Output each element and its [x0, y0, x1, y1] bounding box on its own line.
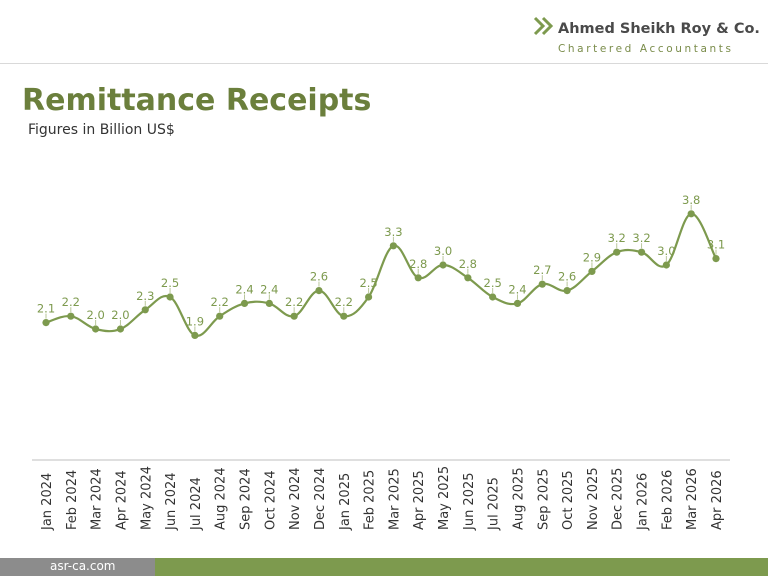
x-tick-label: Aug 2024: [214, 467, 229, 530]
chart-title: Remittance Receipts: [22, 83, 372, 118]
data-label: 2.5: [161, 276, 179, 290]
data-label: 2.6: [558, 270, 576, 284]
data-label: 3.8: [682, 193, 700, 207]
data-point: [67, 312, 75, 320]
data-point: [315, 287, 323, 295]
data-point: [613, 248, 621, 256]
double-chevron-icon: [533, 16, 554, 36]
x-tick-label: Dec 2025: [611, 468, 626, 530]
x-tick-label: Dec 2024: [313, 468, 328, 530]
data-label: 2.0: [86, 308, 104, 322]
data-point: [166, 293, 174, 301]
footer-bar-right: [155, 558, 768, 576]
data-point: [712, 255, 720, 263]
data-label: 2.2: [285, 295, 303, 309]
x-tick-label: Nov 2024: [288, 467, 303, 530]
data-label: 2.5: [359, 276, 377, 290]
x-tick-label: Aug 2025: [511, 467, 526, 530]
data-point: [191, 331, 199, 339]
data-label: 3.0: [657, 244, 675, 258]
x-tick-label: Apr 2024: [114, 470, 129, 530]
x-tick-label: Jan 2025: [338, 473, 353, 531]
data-label: 2.5: [484, 276, 502, 290]
data-label: 2.7: [533, 263, 551, 277]
x-tick-label: Feb 2026: [660, 470, 675, 530]
header-divider: [0, 63, 768, 64]
x-tick-label: Mar 2024: [90, 468, 105, 530]
chart-subtitle: Figures in Billion US$: [28, 122, 175, 138]
data-point: [662, 261, 670, 269]
data-point: [240, 299, 249, 307]
data-point: [92, 325, 100, 333]
data-point: [414, 274, 422, 282]
x-tick-label: Nov 2025: [586, 467, 601, 530]
data-label: 2.9: [583, 250, 601, 264]
data-label: 2.0: [111, 308, 129, 322]
x-tick-label: Oct 2025: [561, 470, 576, 530]
data-label: 2.8: [459, 257, 477, 271]
data-label: 2.2: [62, 295, 80, 309]
data-point: [489, 293, 497, 301]
data-point: [216, 312, 224, 320]
data-point: [538, 280, 546, 288]
data-point: [340, 312, 348, 320]
data-point: [563, 287, 571, 295]
data-label: 2.2: [335, 295, 353, 309]
x-tick-label: Feb 2024: [65, 470, 80, 530]
x-tick-label: Apr 2026: [710, 470, 725, 530]
x-tick-label: Jan 2024: [40, 473, 55, 531]
data-point: [588, 267, 596, 275]
x-tick-label: Jun 2025: [462, 472, 477, 531]
data-point: [389, 242, 398, 250]
footer-bar-left: [0, 558, 155, 576]
data-label: 1.9: [186, 314, 204, 328]
data-label: 2.8: [409, 257, 427, 271]
data-point: [290, 312, 298, 320]
x-tick-label: May 2025: [437, 466, 452, 530]
data-point: [687, 210, 695, 218]
data-label: 2.1: [37, 302, 55, 316]
x-tick-label: Oct 2024: [263, 470, 278, 530]
data-point: [141, 306, 149, 314]
x-tick-label: Jun 2024: [164, 472, 179, 531]
header: Ahmed Sheikh Roy & Co. Chartered Account…: [0, 0, 768, 64]
data-label: 3.2: [608, 231, 626, 245]
series-line: [45, 212, 717, 337]
data-label: 3.3: [384, 225, 402, 239]
x-tick-label: Feb 2025: [363, 470, 378, 530]
x-tick-label: Sep 2024: [239, 468, 254, 530]
data-point: [116, 325, 125, 333]
brand-tagline: Chartered Accountants: [558, 43, 734, 55]
data-label: 2.4: [508, 282, 526, 296]
data-point: [637, 248, 646, 256]
x-tick-label: Mar 2025: [387, 468, 402, 530]
x-tick-label: Apr 2025: [412, 470, 427, 530]
x-tick-label: Jul 2025: [487, 477, 502, 531]
data-point: [265, 299, 273, 307]
data-label: 2.4: [260, 282, 278, 296]
x-tick-label: Mar 2026: [685, 468, 700, 530]
x-tick-label: Jul 2024: [189, 477, 204, 531]
data-label: 2.4: [235, 282, 253, 296]
data-label: 2.6: [310, 270, 328, 284]
data-point: [364, 293, 373, 301]
x-tick-label: May 2024: [139, 466, 154, 530]
brand-name: Ahmed Sheikh Roy & Co.: [558, 21, 760, 37]
data-label: 3.0: [434, 244, 452, 258]
data-label: 3.1: [707, 238, 725, 252]
data-label: 3.2: [632, 231, 650, 245]
footer-website: asr-ca.com: [50, 559, 116, 573]
x-tick-label: Jan 2026: [636, 473, 651, 531]
data-point: [42, 319, 50, 327]
brand-logo: Ahmed Sheikh Roy & Co. Chartered Account…: [533, 14, 760, 58]
data-point: [513, 299, 522, 307]
data-label: 2.3: [136, 289, 154, 303]
data-label: 2.2: [211, 295, 229, 309]
x-tick-label: Sep 2025: [536, 468, 551, 530]
data-point: [439, 261, 447, 269]
data-point: [464, 274, 472, 282]
